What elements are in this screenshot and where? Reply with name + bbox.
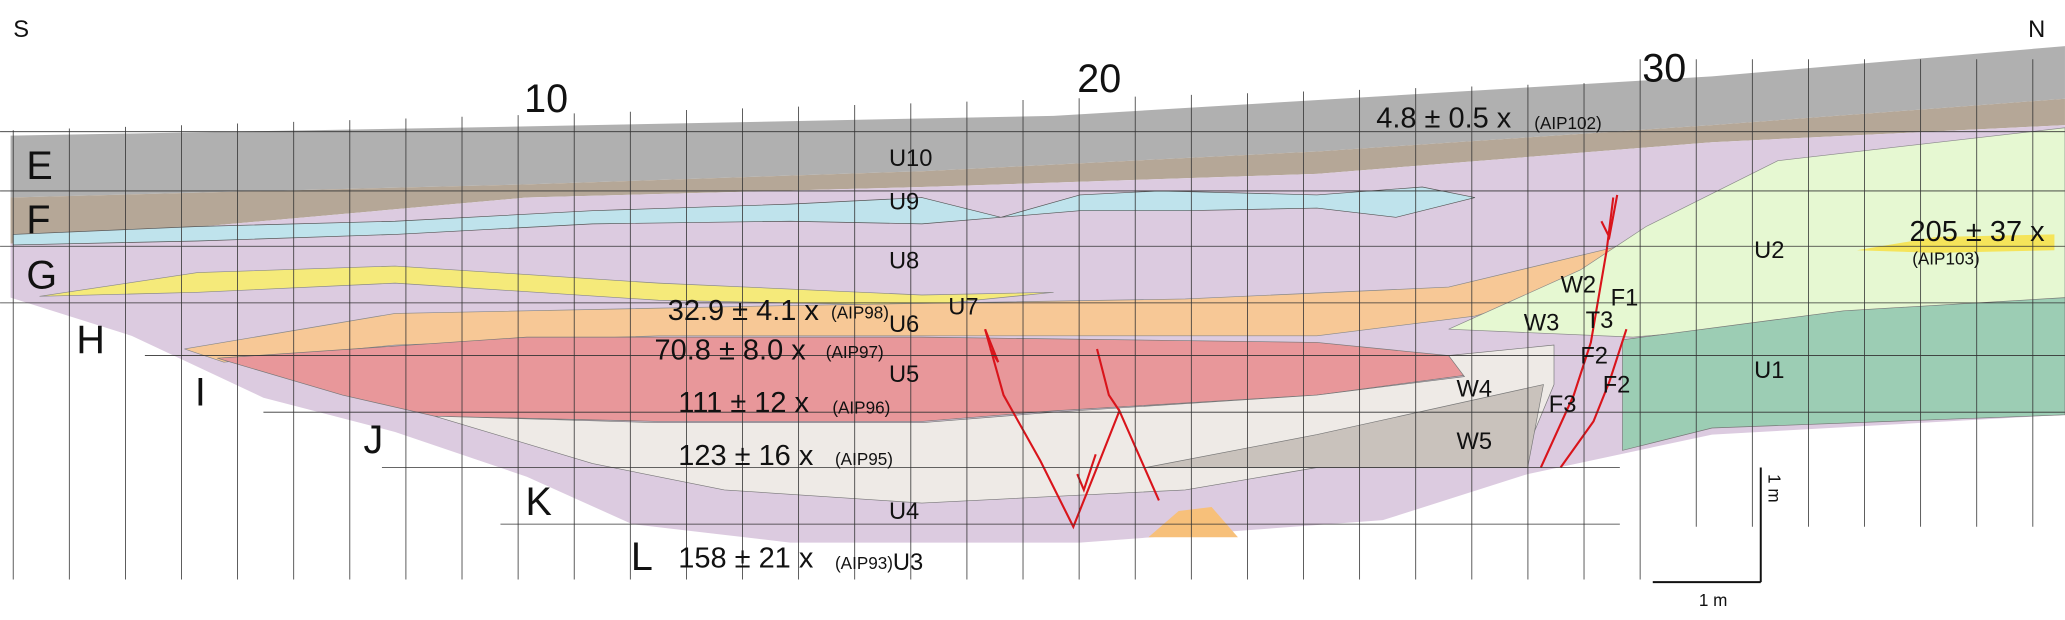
date-sample: (AIP93) (835, 554, 893, 573)
feature-label: F3 (1549, 392, 1577, 418)
date-sample: (AIP98) (831, 304, 889, 323)
date-sample: (AIP103) (1912, 250, 1980, 269)
date-age: 205 ± 37 x (1910, 216, 2046, 248)
layer-u3-lens (1148, 507, 1238, 538)
date-age: 111 ± 12 x (678, 387, 809, 419)
date-age: 32.9 ± 4.1 x (668, 295, 820, 327)
layer-u7 (39, 265, 1054, 306)
feature-label: W2 (1561, 272, 1597, 298)
unit-label: U1 (1754, 358, 1784, 384)
layer-blue (12, 186, 1476, 246)
date-sample: (AIP96) (832, 399, 890, 418)
row-label: K (525, 480, 551, 524)
layer-u9 (10, 98, 2065, 244)
row-label: H (76, 318, 105, 362)
arrow (1600, 194, 1619, 241)
feature-label: W3 (1524, 311, 1560, 337)
strata (10, 46, 2065, 543)
scale-label-horizontal: 1 m (1699, 591, 1728, 610)
feature-label: W5 (1457, 429, 1493, 455)
unit-label: U5 (889, 362, 919, 388)
row-label: I (195, 371, 206, 415)
south-label: S (13, 17, 29, 43)
unit-label: U6 (889, 312, 919, 338)
row-label: J (364, 418, 384, 462)
lens-yellow (1856, 234, 2055, 253)
row-label: F (26, 198, 50, 242)
arrow (984, 328, 1000, 363)
layer-u10 (10, 46, 2065, 198)
feature-label: W4 (1457, 376, 1493, 402)
scale-bar (1652, 467, 1762, 584)
feature-label: F2 (1603, 372, 1631, 398)
feature-label: F1 (1611, 286, 1639, 312)
unit-label: U9 (889, 189, 919, 215)
date-age: 70.8 ± 8.0 x (655, 335, 807, 367)
date-age: 123 ± 16 x (678, 440, 814, 472)
row-label: L (631, 535, 653, 579)
fault-line (1096, 348, 1121, 412)
feature-label: F2 (1580, 343, 1608, 369)
column-label: 30 (1642, 47, 1686, 91)
row-label: G (26, 253, 57, 297)
unit-label: U2 (1754, 238, 1784, 264)
column-label: 10 (524, 77, 568, 121)
row-label: E (26, 144, 52, 188)
scale-label-vertical: 1 m (1765, 474, 1784, 503)
unit-label: U3 (893, 550, 923, 576)
feature-label: T3 (1586, 308, 1614, 334)
date-sample: (AIP95) (835, 450, 893, 469)
unit-label: U4 (889, 499, 919, 525)
date-age: 4.8 ± 0.5 x (1376, 103, 1512, 135)
unit-label: U8 (889, 249, 919, 275)
fault-line (1539, 197, 1615, 468)
unit-label: U10 (889, 146, 932, 172)
column-label: 20 (1077, 57, 1121, 101)
north-label: N (2028, 17, 2045, 43)
unit-label: U7 (948, 295, 978, 321)
date-age: 158 ± 21 x (678, 543, 814, 575)
grid (0, 59, 2065, 580)
date-sample: (AIP97) (826, 343, 884, 362)
date-sample: (AIP102) (1534, 114, 1602, 133)
